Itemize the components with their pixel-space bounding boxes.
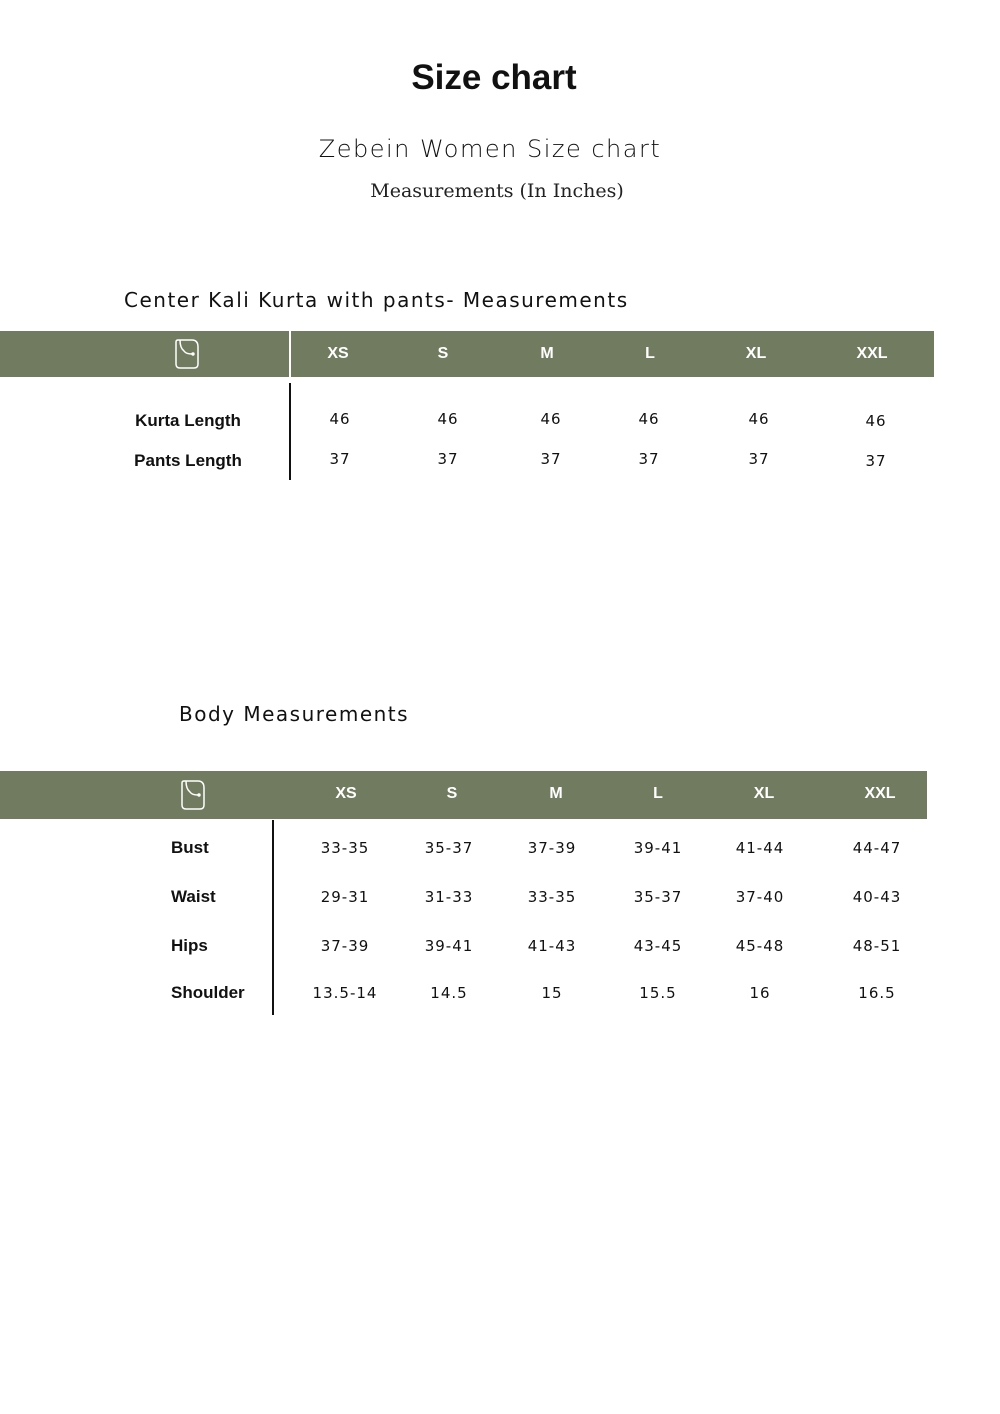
table-cell: 45-48	[735, 937, 785, 955]
garment-table-heading: Center Kali Kurta with pants- Measuremen…	[124, 288, 629, 312]
table-cell: 43-45	[633, 937, 683, 955]
table-cell: 39-41	[633, 839, 683, 857]
table-cell: 46	[437, 410, 459, 428]
table-cell: 37	[437, 450, 459, 468]
table-cell: 40-43	[852, 888, 902, 906]
table-cell: 35-37	[424, 839, 474, 857]
table-cell: 33-35	[320, 839, 370, 857]
table-cell: 44-47	[852, 839, 902, 857]
table-cell: 37-39	[527, 839, 577, 857]
table-cell: 46	[638, 410, 660, 428]
size-header-l: L	[645, 345, 655, 362]
page-title: Size chart	[411, 58, 577, 97]
table-cell: 46	[748, 410, 770, 428]
table-cell: 37	[748, 450, 770, 468]
table-cell: 37	[865, 452, 887, 470]
size-header-s: S	[437, 345, 449, 362]
size-header-s: S	[446, 785, 458, 802]
measuring-tape-icon	[175, 339, 199, 369]
table-cell: 29-31	[320, 888, 370, 906]
table-cell: 37-40	[735, 888, 785, 906]
table-cell: 33-35	[527, 888, 577, 906]
size-header-xs: XS	[335, 785, 357, 802]
row-label: Bust	[171, 838, 209, 857]
table-cell: 39-41	[424, 937, 474, 955]
table-cell: 31-33	[424, 888, 474, 906]
table-cell: 41-44	[735, 839, 785, 857]
units-note: Measurements (In Inches)	[370, 180, 624, 202]
table-cell: 14.5	[430, 984, 468, 1002]
row-label-divider	[289, 383, 291, 480]
table-cell: 37	[638, 450, 660, 468]
table-cell: 46	[329, 410, 351, 428]
row-label: Hips	[171, 936, 208, 955]
table-cell: 46	[865, 412, 887, 430]
size-header-m: M	[540, 345, 554, 362]
row-label: Pants Length	[134, 451, 242, 470]
size-header-xl: XL	[753, 785, 775, 802]
table-cell: 16.5	[858, 984, 896, 1002]
header-divider	[289, 331, 291, 377]
size-header-m: M	[549, 785, 563, 802]
body-table-heading: Body Measurements	[179, 702, 410, 726]
table-cell: 15.5	[639, 984, 677, 1002]
table-cell: 37	[329, 450, 351, 468]
size-header-l: L	[653, 785, 663, 802]
table-cell: 37-39	[320, 937, 370, 955]
size-header-xl: XL	[745, 345, 767, 362]
row-label: Waist	[171, 887, 216, 906]
row-label-divider	[272, 820, 274, 1015]
table-cell: 35-37	[633, 888, 683, 906]
table-cell: 16	[749, 984, 771, 1002]
table-cell: 13.5-14	[312, 984, 378, 1002]
table-cell: 46	[540, 410, 562, 428]
subtitle: Zebein Women Size chart	[318, 135, 662, 163]
size-header-xxl: XXL	[864, 785, 896, 802]
table-cell: 15	[541, 984, 563, 1002]
size-header-xxl: XXL	[856, 345, 888, 362]
body-table-header	[0, 771, 927, 819]
row-label: Shoulder	[171, 983, 245, 1002]
garment-table-header	[0, 331, 934, 377]
table-cell: 41-43	[527, 937, 577, 955]
measuring-tape-icon	[181, 780, 205, 810]
size-header-xs: XS	[327, 345, 349, 362]
table-cell: 37	[540, 450, 562, 468]
table-cell: 48-51	[852, 937, 902, 955]
row-label: Kurta Length	[135, 411, 241, 430]
